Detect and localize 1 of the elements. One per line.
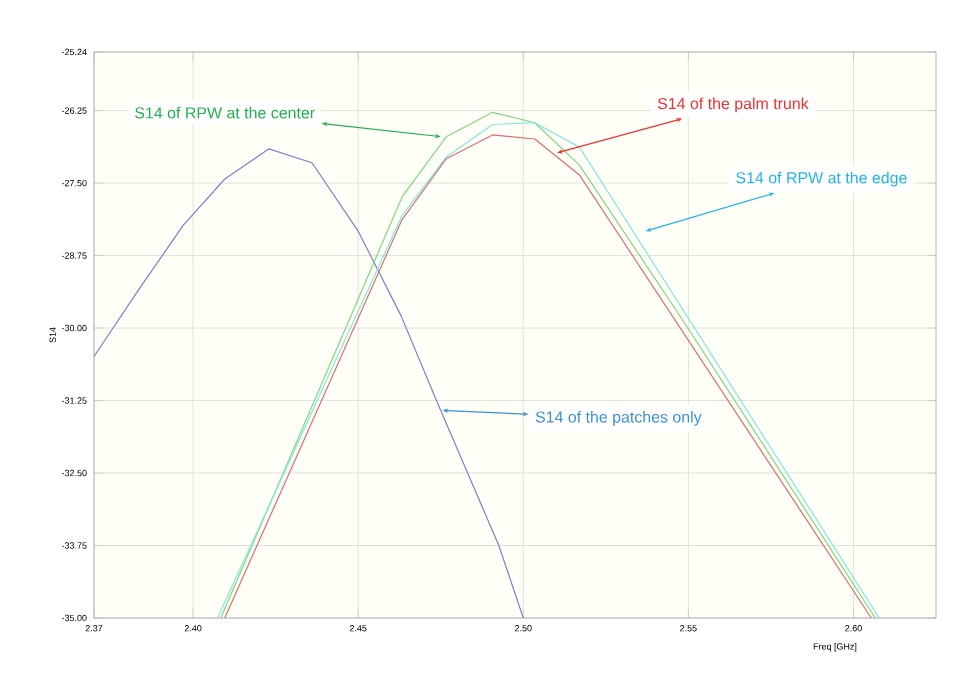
- line-series: [94, 148, 524, 618]
